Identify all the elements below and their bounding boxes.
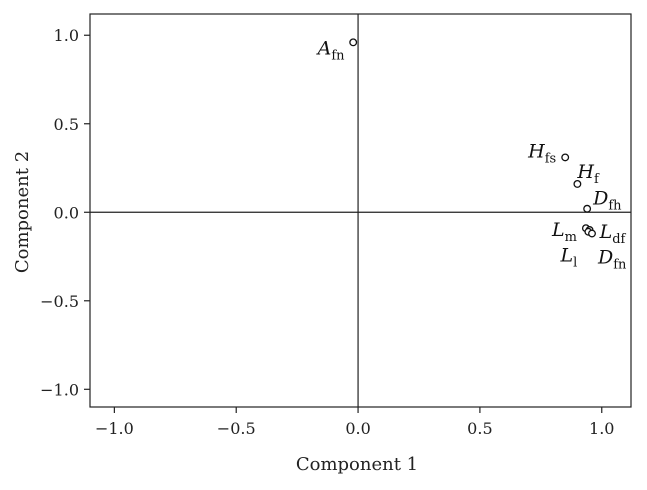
scatter-point	[573, 179, 582, 188]
x-tick-label: −0.5	[217, 419, 256, 438]
point-label: Ll	[560, 245, 578, 271]
x-tick-label: 0.5	[467, 419, 492, 438]
x-tick-label: 1.0	[589, 419, 614, 438]
point-label-subscript: fn	[331, 48, 345, 63]
y-tick-label: 0.0	[54, 203, 79, 222]
point-label-base: L	[599, 221, 613, 243]
point-label: Dfn	[597, 247, 627, 273]
point-label-subscript: fh	[608, 199, 622, 214]
y-tick-label: 1.0	[54, 26, 79, 45]
scatter-point	[583, 204, 592, 213]
point-label: Hfs	[527, 140, 556, 166]
point-label-base: L	[551, 219, 565, 241]
point-label: Afn	[316, 37, 346, 63]
point-label-subscript: f	[594, 172, 600, 187]
axis-ticks: −1.0 −0.5 0.0 0.5 1.0 1.0 0.5 0.0 −0.5 −1.0	[40, 26, 614, 438]
y-tick-label: −1.0	[40, 380, 79, 399]
data-points	[349, 38, 596, 238]
point-label-base: H	[576, 161, 594, 183]
y-tick-label: 0.5	[54, 115, 79, 134]
x-tick-label: 0.0	[345, 419, 370, 438]
point-label-subscript: df	[612, 232, 626, 247]
point-label-base: H	[527, 140, 545, 162]
point-label-subscript: m	[565, 230, 577, 245]
point-label-base: L	[560, 245, 574, 267]
point-label: Lm	[551, 219, 577, 245]
point-label-subscript: fs	[545, 151, 556, 166]
scatter-point	[588, 229, 596, 238]
point-label-base: D	[597, 247, 613, 269]
x-tick-label: −1.0	[95, 419, 134, 438]
reference-lines	[90, 14, 631, 407]
point-label: Dfh	[592, 188, 622, 214]
scatter-point	[561, 153, 570, 162]
plot-frame	[89, 13, 632, 408]
y-axis-title: Component 2	[12, 151, 33, 273]
y-tick-label: −0.5	[40, 292, 79, 311]
point-label: Ldf	[599, 221, 627, 247]
point-label-subscript: l	[573, 256, 577, 271]
point-label-base: D	[592, 188, 608, 210]
point-label: Hf	[576, 161, 600, 187]
x-axis-title: Component 1	[296, 454, 418, 475]
point-label-subscript: fn	[613, 258, 627, 273]
point-label-base: A	[316, 37, 332, 59]
scatter-point	[349, 38, 358, 47]
